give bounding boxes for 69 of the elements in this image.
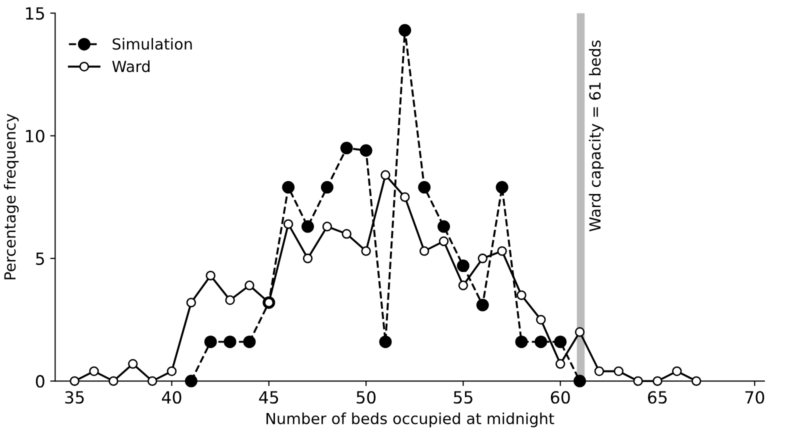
y-axis-title: Percentage frequency (4, 114, 19, 280)
point (108, 376, 118, 386)
point (89, 366, 99, 376)
x-tick-label: 35 (65, 391, 84, 404)
x-tick-label: 50 (356, 391, 376, 404)
x-tick-label: 70 (745, 391, 764, 404)
point (340, 142, 353, 154)
point (225, 295, 235, 305)
point (244, 280, 254, 290)
point (554, 336, 567, 348)
point (302, 254, 313, 264)
point (594, 366, 604, 376)
point (224, 336, 236, 348)
point (320, 181, 334, 194)
point (438, 236, 449, 246)
point (456, 260, 470, 272)
point (419, 246, 430, 256)
point (691, 376, 702, 386)
point (204, 336, 217, 348)
y-tick-label: 15 (26, 7, 44, 20)
point (206, 270, 216, 280)
band-label: Ward capacity = 61 beds (588, 40, 604, 232)
y-tick-label: 10 (26, 130, 44, 142)
point (534, 336, 548, 348)
point (536, 314, 546, 325)
x-tick-label: 60 (550, 391, 570, 404)
point (574, 374, 586, 388)
point (574, 327, 585, 337)
point (184, 374, 198, 388)
legend-label: Simulation (112, 38, 192, 50)
y-tick-label: 5 (36, 252, 44, 265)
x-tick-label: 65 (648, 391, 667, 404)
point (128, 359, 138, 369)
point (147, 376, 158, 386)
point (515, 336, 528, 348)
point (166, 366, 177, 376)
x-tick-label: 40 (162, 391, 182, 404)
point (476, 298, 489, 312)
point (633, 376, 643, 386)
point (186, 298, 196, 308)
point (555, 359, 566, 369)
point (458, 280, 468, 290)
point (342, 229, 352, 239)
point (302, 220, 314, 233)
point (283, 219, 294, 229)
point (398, 24, 412, 37)
point (516, 290, 526, 300)
point (438, 220, 450, 233)
point (70, 376, 80, 386)
point (418, 181, 431, 194)
point (497, 246, 507, 256)
point (379, 336, 392, 348)
x-axis-title: Number of beds occupied at midnight (266, 412, 554, 428)
point (360, 144, 372, 157)
point (478, 254, 488, 264)
x-tick-label: 45 (259, 391, 278, 404)
point (243, 336, 256, 348)
point (361, 246, 371, 256)
legend-label: Ward (112, 60, 150, 72)
y-tick-label: 0 (36, 375, 44, 388)
point (282, 181, 295, 194)
point (380, 170, 390, 180)
point (322, 222, 332, 232)
point (672, 366, 682, 376)
x-tick-label: 55 (454, 391, 472, 404)
point (652, 376, 662, 386)
point (614, 366, 624, 376)
point (496, 181, 508, 194)
point (400, 192, 410, 202)
